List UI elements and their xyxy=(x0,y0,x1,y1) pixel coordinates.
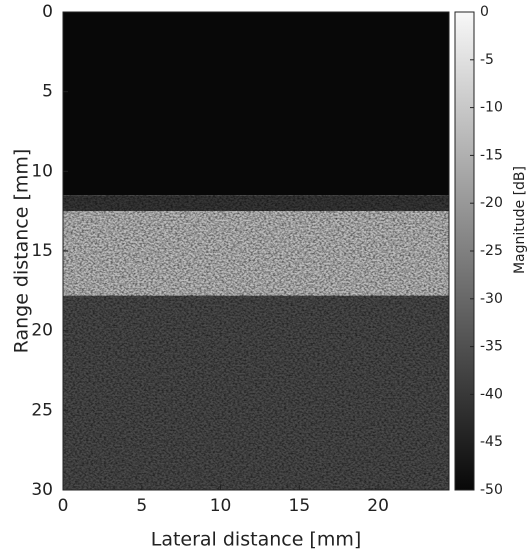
colorbar-tick-label: -25 xyxy=(480,243,503,259)
colorbar-tick-label: -5 xyxy=(480,52,494,68)
colorbar-tick-label: -15 xyxy=(480,147,503,163)
x-tick-label: 5 xyxy=(136,496,147,516)
speckle-texture xyxy=(63,211,449,296)
colorbar-tick-label: -35 xyxy=(480,339,503,355)
y-tick-label: 20 xyxy=(31,321,53,341)
colorbar-tick-label: -30 xyxy=(480,291,503,307)
image-region xyxy=(63,12,449,196)
colorbar-tick-label: -50 xyxy=(480,482,503,498)
colorbar-tick-label: 0 xyxy=(480,4,489,20)
colorbar-tick-label: -40 xyxy=(480,386,503,402)
speckle-texture xyxy=(63,295,449,490)
y-tick-label: 10 xyxy=(31,161,53,181)
colorbar-tick-label: -20 xyxy=(480,195,503,211)
x-tick-label: 20 xyxy=(367,496,389,516)
y-axis-label: Range distance [mm] xyxy=(11,149,33,354)
plot-area xyxy=(63,12,449,490)
x-tick-label: 0 xyxy=(58,496,69,516)
speckle-texture xyxy=(63,195,449,212)
x-tick-label: 10 xyxy=(210,496,232,516)
y-tick-label: 30 xyxy=(31,480,53,500)
colorbar-tick-label: -45 xyxy=(480,434,503,450)
x-tick-label: 15 xyxy=(289,496,311,516)
y-tick-label: 25 xyxy=(31,400,53,420)
y-tick-label: 5 xyxy=(42,82,53,102)
colorbar-tick-label: -10 xyxy=(480,100,503,116)
x-axis-label: Lateral distance [mm] xyxy=(151,529,362,551)
y-tick-label: 15 xyxy=(31,241,53,261)
y-tick-label: 0 xyxy=(42,2,53,22)
colorbar-label: Magnitude [dB] xyxy=(512,166,528,274)
